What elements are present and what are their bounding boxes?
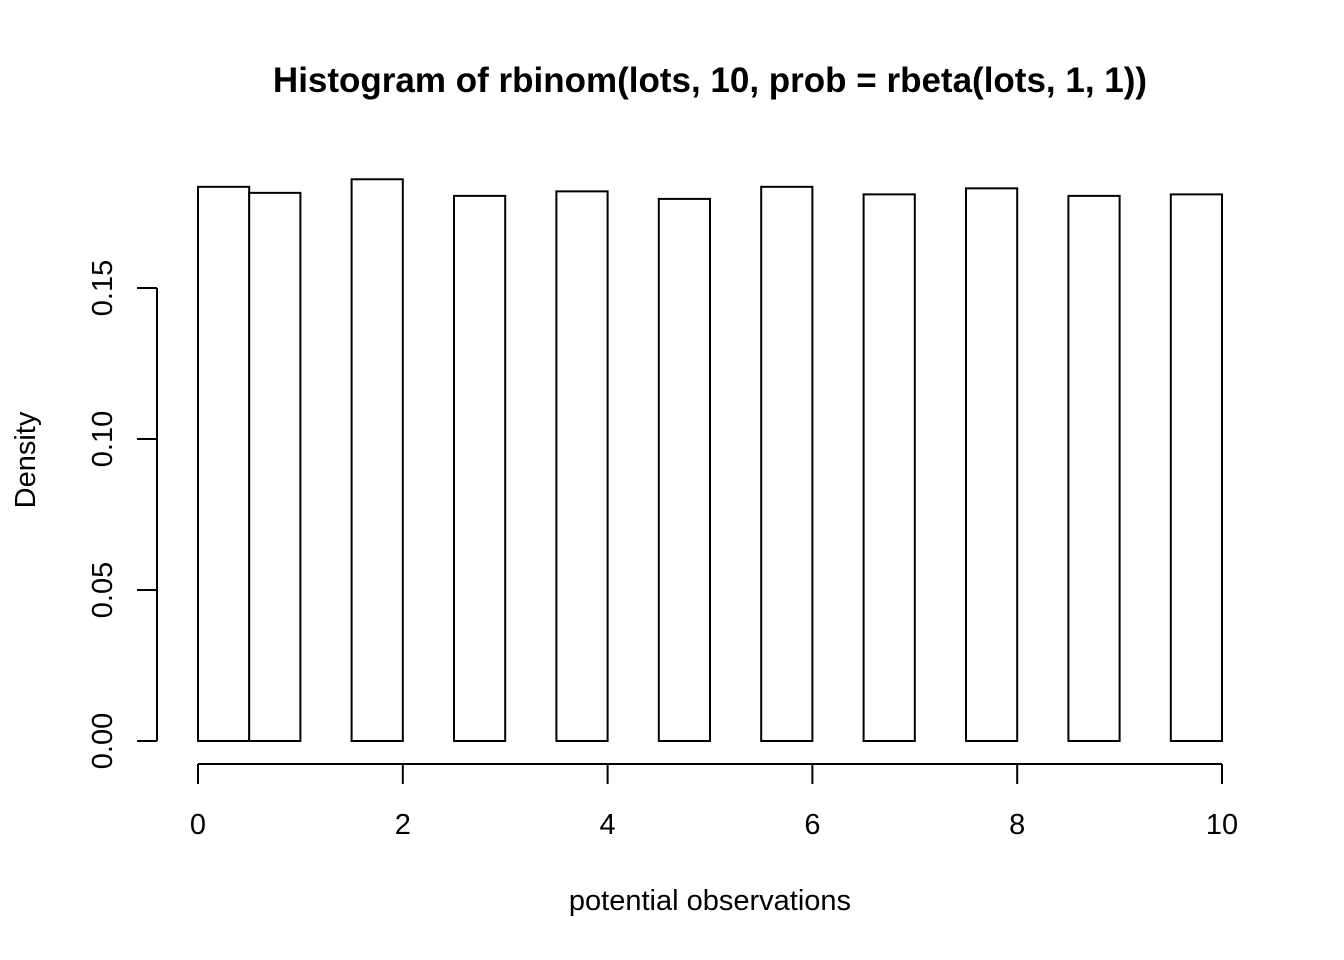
x-axis: 0 2 4 6 8 10 <box>190 763 1238 841</box>
histogram-bar-1 <box>248 191 302 742</box>
histogram-bar-3 <box>453 194 507 742</box>
x-tick-label: 2 <box>395 809 411 841</box>
histogram-bar-6 <box>760 185 814 742</box>
x-tick-label: 4 <box>600 809 616 841</box>
y-tick-label: 0.15 <box>87 260 119 316</box>
x-tick-label: 10 <box>1206 809 1238 841</box>
x-tick-label: 6 <box>804 809 820 841</box>
chart-title: Histogram of rbinom(lots, 10, prob = rbe… <box>273 61 1147 100</box>
histogram-bar-5 <box>657 197 711 743</box>
y-tick-label: 0.10 <box>87 411 119 467</box>
histogram-bar-9 <box>1067 194 1121 742</box>
histogram-bar-0 <box>197 185 251 742</box>
histogram-bar-7 <box>862 193 916 742</box>
y-tick-label: 0.05 <box>87 562 119 618</box>
histogram-bar-2 <box>350 178 404 742</box>
histogram-bar-8 <box>965 187 1019 742</box>
x-tick-label: 8 <box>1009 809 1025 841</box>
y-axis: 0.00 0.05 0.10 0.15 <box>87 260 158 769</box>
x-axis-label: potential observations <box>569 885 851 917</box>
histogram-bar-10 <box>1169 193 1224 742</box>
histogram-bar-4 <box>555 190 609 743</box>
y-axis-label: Density <box>10 411 42 508</box>
bars-group <box>197 178 1224 743</box>
y-tick-label: 0.00 <box>87 713 119 769</box>
x-tick-label: 0 <box>190 809 206 841</box>
